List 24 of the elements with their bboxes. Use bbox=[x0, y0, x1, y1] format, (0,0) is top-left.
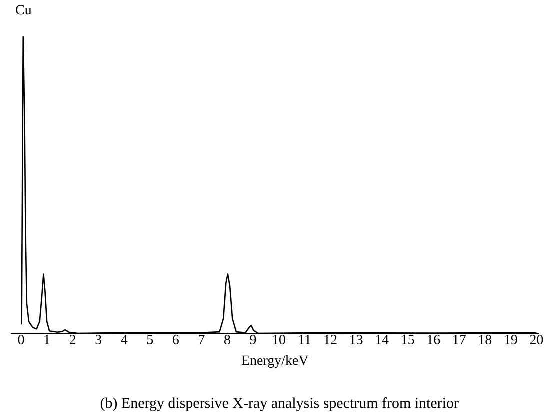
text: Cu bbox=[16, 5, 32, 14]
x-tick-label: 7 bbox=[199, 334, 205, 344]
x-tick-label: 6 bbox=[173, 334, 179, 344]
x-tick-label: 0 bbox=[18, 334, 24, 344]
x-tick-label: 17 bbox=[454, 334, 466, 344]
text: (b) Energy dispersive X-ray analysis spectrum from interior bbox=[100, 397, 459, 412]
x-axis-title: Energy/keV bbox=[242, 355, 309, 368]
x-tick-label: 11 bbox=[299, 334, 311, 344]
x-tick-label: 10 bbox=[273, 334, 286, 344]
x-tick-label: 9 bbox=[250, 334, 256, 344]
x-tick-label: 12 bbox=[324, 334, 337, 344]
x-tick-label: 8 bbox=[224, 334, 230, 344]
x-tick-label: 1 bbox=[44, 334, 50, 344]
x-tick-label: 3 bbox=[96, 334, 102, 344]
x-tick-label: 13 bbox=[350, 334, 363, 344]
x-tick-label: 15 bbox=[402, 334, 414, 344]
x-tick-label: 19 bbox=[505, 334, 518, 344]
x-tick-label: 20 bbox=[530, 334, 544, 344]
x-tick-label: 16 bbox=[428, 334, 440, 344]
x-tick-label: 2 bbox=[70, 334, 76, 344]
x-tick-label: 5 bbox=[147, 334, 154, 344]
x-tick-label: 4 bbox=[121, 334, 128, 344]
x-tick-label: 18 bbox=[479, 334, 492, 344]
x-tick-label: 14 bbox=[376, 334, 389, 344]
